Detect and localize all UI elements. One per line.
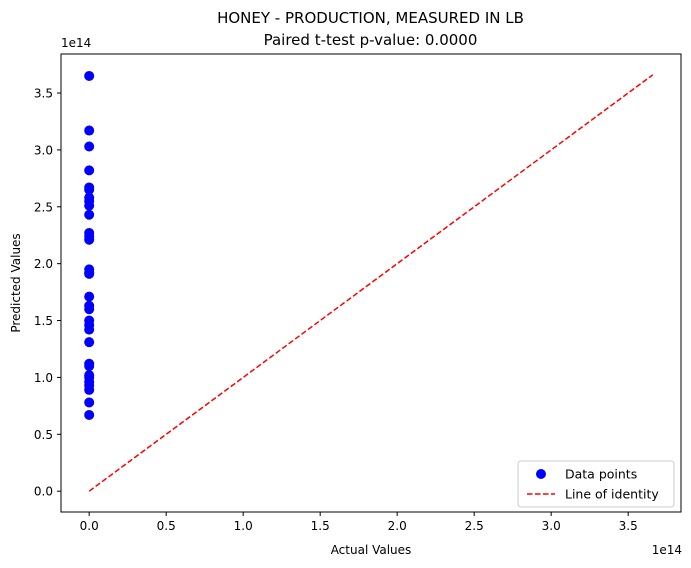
y-tick-label: 3.0 xyxy=(34,143,53,157)
y-tick-label: 1.0 xyxy=(34,371,53,385)
x-tick-label: 3.5 xyxy=(619,519,638,533)
x-tick-label: 2.0 xyxy=(388,519,407,533)
data-point xyxy=(84,291,95,302)
data-point xyxy=(84,141,95,152)
x-tick-label: 1.5 xyxy=(311,519,330,533)
identity-line xyxy=(88,74,654,492)
data-point xyxy=(84,209,95,220)
data-point xyxy=(84,234,95,245)
chart-subtitle: Paired t-test p-value: 0.0000 xyxy=(264,31,478,49)
chart-title: HONEY - PRODUCTION, MEASURED IN LB xyxy=(217,9,524,27)
y-tick-label: 2.5 xyxy=(34,200,53,214)
x-axis-label: Actual Values xyxy=(331,543,412,557)
data-point xyxy=(84,397,95,408)
y-axis: 0.0 0.5 1.0 1.5 2.0 2.5 3.0 3.5 xyxy=(34,87,61,499)
x-tick-label: 1.0 xyxy=(234,519,253,533)
data-point xyxy=(84,324,95,335)
y-tick-label: 0.0 xyxy=(34,485,53,499)
data-point xyxy=(84,268,95,279)
data-point xyxy=(84,70,95,81)
y-tick-label: 2.0 xyxy=(34,257,53,271)
x-axis-offset-text: 1e14 xyxy=(652,543,682,557)
x-tick-label: 3.0 xyxy=(542,519,561,533)
y-tick-label: 0.5 xyxy=(34,428,53,442)
y-tick-label: 1.5 xyxy=(34,314,53,328)
data-point xyxy=(84,384,95,395)
data-point xyxy=(84,200,95,211)
x-tick-label: 0.0 xyxy=(80,519,99,533)
legend: Data points Line of identity xyxy=(517,460,675,508)
axes-frame xyxy=(60,53,682,513)
data-point xyxy=(84,125,95,136)
plot-area xyxy=(84,70,654,492)
data-point xyxy=(84,165,95,176)
legend-marker-data-points xyxy=(536,469,546,479)
y-axis-label: Predicted Values xyxy=(9,233,23,332)
data-point xyxy=(84,304,95,315)
data-point xyxy=(84,337,95,348)
legend-label-line-of-identity: Line of identity xyxy=(565,487,659,502)
y-axis-offset-text: 1e14 xyxy=(61,36,91,50)
data-point xyxy=(84,361,95,372)
x-axis: 0.0 0.5 1.0 1.5 2.0 2.5 3.0 3.5 xyxy=(80,512,638,533)
x-tick-label: 0.5 xyxy=(157,519,176,533)
data-point xyxy=(84,184,95,195)
x-tick-label: 2.5 xyxy=(465,519,484,533)
legend-label-data-points: Data points xyxy=(565,467,637,482)
y-tick-label: 3.5 xyxy=(34,87,53,101)
data-point xyxy=(84,409,95,420)
legend-box xyxy=(517,460,675,508)
